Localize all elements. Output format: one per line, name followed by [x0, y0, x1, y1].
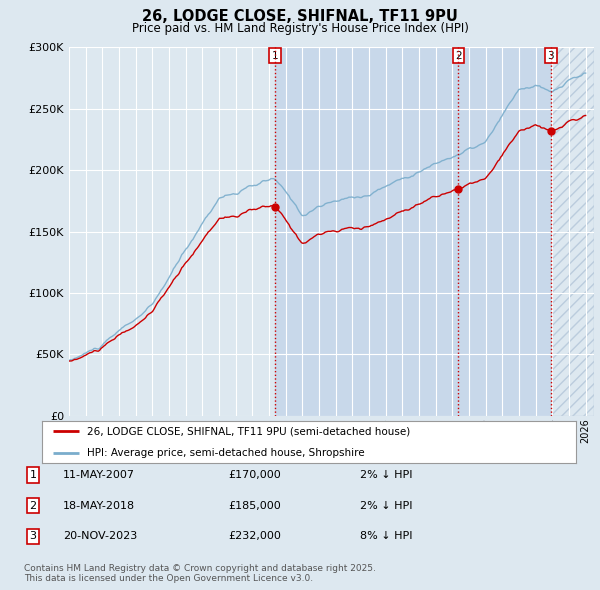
Text: £170,000: £170,000 [228, 470, 281, 480]
Bar [275, 47, 551, 416]
Text: £185,000: £185,000 [228, 501, 281, 510]
Text: 2% ↓ HPI: 2% ↓ HPI [360, 470, 413, 480]
Text: 2% ↓ HPI: 2% ↓ HPI [360, 501, 413, 510]
Text: Contains HM Land Registry data © Crown copyright and database right 2025.
This d: Contains HM Land Registry data © Crown c… [24, 563, 376, 583]
Bar [551, 47, 594, 416]
Text: 26, LODGE CLOSE, SHIFNAL, TF11 9PU: 26, LODGE CLOSE, SHIFNAL, TF11 9PU [142, 9, 458, 24]
Text: 11-MAY-2007: 11-MAY-2007 [63, 470, 135, 480]
Text: 20-NOV-2023: 20-NOV-2023 [63, 532, 137, 541]
Text: 26, LODGE CLOSE, SHIFNAL, TF11 9PU (semi-detached house): 26, LODGE CLOSE, SHIFNAL, TF11 9PU (semi… [88, 427, 410, 436]
Text: HPI: Average price, semi-detached house, Shropshire: HPI: Average price, semi-detached house,… [88, 448, 365, 457]
Text: 3: 3 [29, 532, 37, 541]
Text: 2: 2 [29, 501, 37, 510]
Text: 8% ↓ HPI: 8% ↓ HPI [360, 532, 413, 541]
Text: 3: 3 [547, 51, 554, 61]
Text: 1: 1 [29, 470, 37, 480]
Text: 18-MAY-2018: 18-MAY-2018 [63, 501, 135, 510]
Text: Price paid vs. HM Land Registry's House Price Index (HPI): Price paid vs. HM Land Registry's House … [131, 22, 469, 35]
Text: 2: 2 [455, 51, 462, 61]
Text: 1: 1 [272, 51, 278, 61]
Text: £232,000: £232,000 [228, 532, 281, 541]
